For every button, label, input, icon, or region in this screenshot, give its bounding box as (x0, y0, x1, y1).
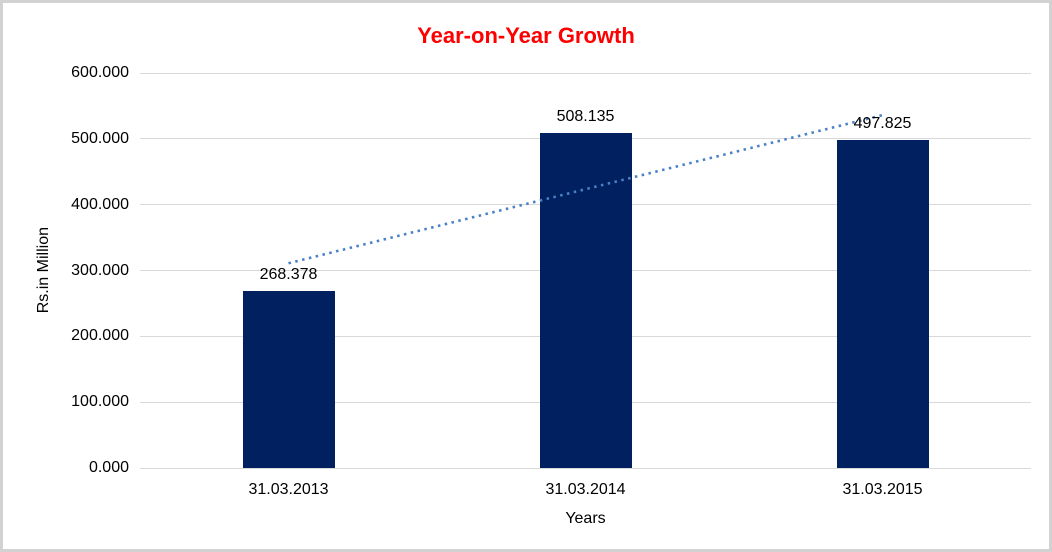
plot-area: 0.000 100.000 200.000 300.000 400.000 500.000… (71, 64, 1031, 498)
gridline (140, 72, 1031, 74)
gridline (140, 467, 1031, 469)
y-axis-tick-label: 600.000 (71, 64, 129, 81)
x-axis-tick-label: 31.03.2015 (842, 481, 923, 498)
data-label: 508.135 (556, 108, 615, 126)
bar-31.03.2014 (539, 133, 632, 468)
x-axis-tick-label: 31.03.2014 (545, 481, 626, 498)
x-axis-title: Years (565, 510, 606, 527)
bar-31.03.2013 (242, 291, 335, 468)
x-axis-tick-label: 31.03.2013 (248, 481, 329, 498)
y-axis-tick-label: 500.000 (71, 129, 129, 147)
y-axis-tick-label: 300.000 (71, 261, 129, 279)
y-axis-tick-label: 0.000 (88, 459, 129, 476)
data-label: 497.825 (853, 115, 912, 133)
y-axis-tick-label: 400.000 (71, 195, 129, 213)
y-axis-tick-label: 100.000 (71, 393, 129, 411)
y-axis-tick-label: 200.000 (71, 327, 129, 345)
chart-title: Year-on-Year Growth (417, 23, 635, 48)
bar-31.03.2015 (836, 140, 929, 468)
data-label: 268.378 (259, 266, 318, 284)
